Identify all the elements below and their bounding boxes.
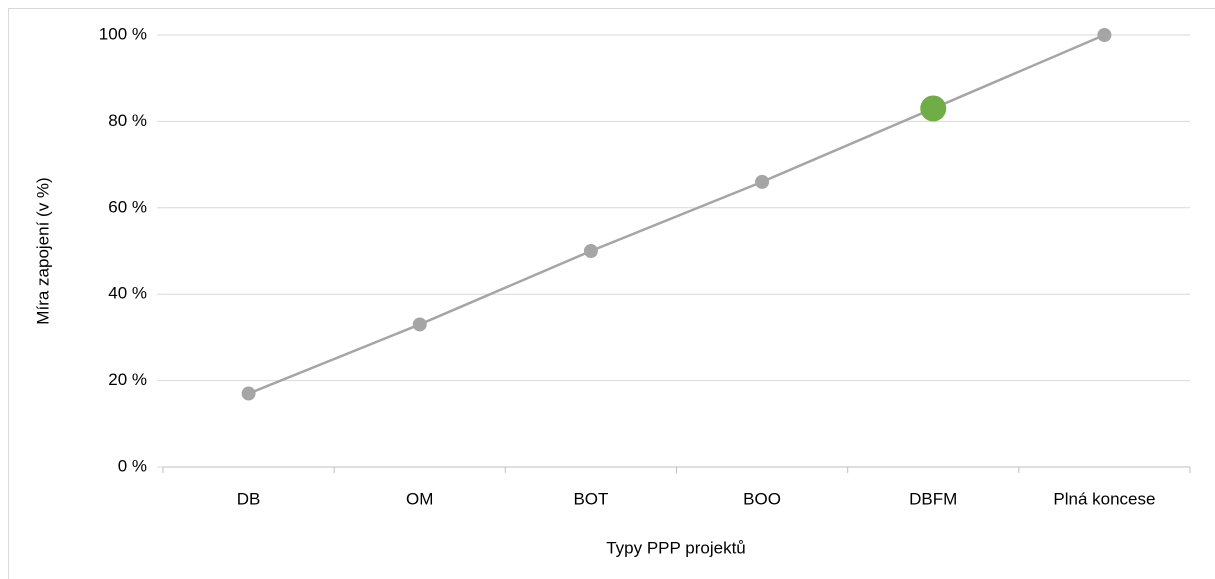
x-tick-label: DBFM (909, 489, 957, 508)
point (1097, 28, 1112, 42)
point (920, 95, 947, 122)
point (241, 386, 256, 401)
point (583, 244, 598, 258)
y-tick-label: 20 % (108, 370, 147, 389)
point (412, 317, 427, 332)
y-tick-label: 40 % (108, 284, 147, 303)
y-tick-label: 60 % (108, 197, 147, 216)
x-axis-title: Typy PPP projektů (606, 538, 746, 557)
x-tick-label: DB (237, 489, 261, 508)
y-tick-label: 0 % (118, 456, 147, 475)
y-tick-label: 100 % (99, 24, 147, 43)
y-axis-title: Míra zapojení (v %) (33, 177, 52, 324)
y-tick-label: 80 % (108, 111, 147, 130)
x-tick-label: Plná koncese (1053, 489, 1155, 508)
x-tick-label: OM (406, 489, 433, 508)
chart-border (8, 8, 1215, 579)
series-line (248, 33, 1105, 395)
point (755, 174, 770, 189)
x-tick-label: BOO (743, 489, 781, 508)
x-tick-label: BOT (573, 489, 608, 508)
